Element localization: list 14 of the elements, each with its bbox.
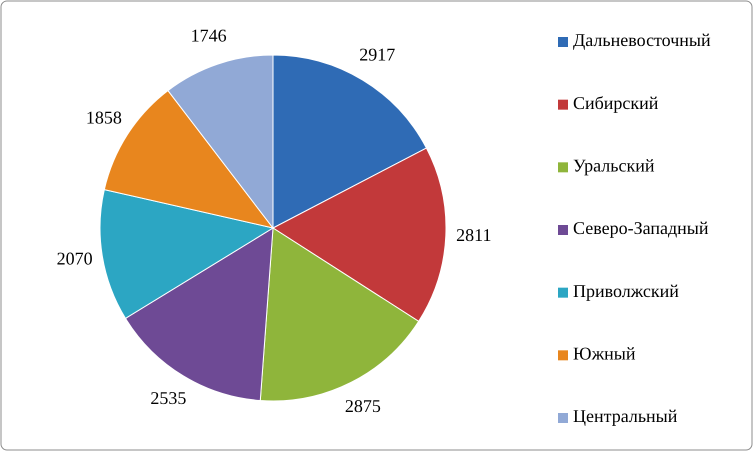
legend-label: Приволжский <box>573 280 680 301</box>
data-label: 2811 <box>456 225 492 246</box>
data-label: 1746 <box>190 26 227 46</box>
legend-label: Дальневосточный <box>573 30 711 50</box>
data-label: 2535 <box>150 388 186 408</box>
legend-label: Южный <box>573 343 636 364</box>
legend-label: Уральский <box>573 155 655 176</box>
data-label: 1858 <box>86 107 122 128</box>
data-label: 2917 <box>359 44 396 64</box>
legend-label: Центральный <box>573 406 678 426</box>
legend-label: Сибирский <box>573 92 659 113</box>
data-label: 2070 <box>56 248 93 269</box>
legend-label: Северо-Западный <box>573 218 709 238</box>
data-label: 2875 <box>344 396 381 416</box>
